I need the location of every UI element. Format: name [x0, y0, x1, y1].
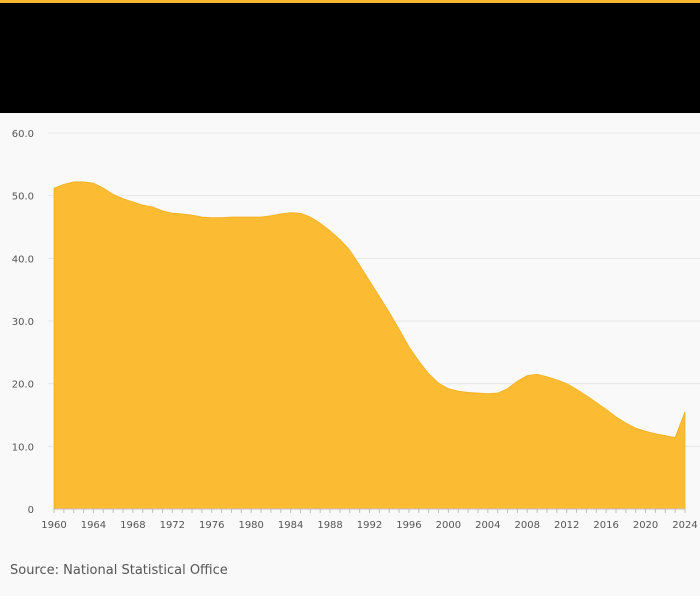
area-chart: 0 10.0 20.0 30.0 40.0 50.0 60.0 1960 1964 1968 197… — [0, 113, 700, 543]
x-tick-label: 1972 — [160, 520, 185, 531]
top-accent-bar — [0, 0, 700, 3]
header-band — [0, 3, 700, 113]
x-tick-label: 1988 — [317, 520, 342, 531]
x-tick-label: 2024 — [672, 520, 697, 531]
x-tick-label: 1992 — [357, 520, 382, 531]
area-series-value — [53, 181, 686, 510]
x-tick-label: 1980 — [238, 520, 263, 531]
x-tick-label: 1964 — [81, 520, 106, 531]
x-tick-label: 1984 — [278, 520, 303, 531]
y-tick-label: 10.0 — [12, 442, 34, 453]
x-tick-label: 2012 — [554, 520, 579, 531]
x-tick-label: 2020 — [633, 520, 658, 531]
x-tick-label: 2008 — [515, 520, 540, 531]
chart-svg: 0 10.0 20.0 30.0 40.0 50.0 60.0 1960 1964 1968 197… — [12, 129, 700, 531]
y-tick-label: 50.0 — [12, 192, 34, 203]
y-tick-label: 20.0 — [12, 380, 34, 391]
x-tick-label: 1996 — [396, 520, 421, 531]
y-tick-label: 60.0 — [12, 129, 34, 140]
y-tick-label: 40.0 — [12, 254, 34, 265]
y-tick-label: 0 — [28, 505, 34, 516]
y-tick-label: 30.0 — [12, 317, 34, 328]
x-tick-label: 1976 — [199, 520, 224, 531]
x-tick-label: 1968 — [120, 520, 145, 531]
x-tick-label: 2000 — [436, 520, 461, 531]
x-tick-label: 2004 — [475, 520, 500, 531]
x-tick-label: 2016 — [593, 520, 618, 531]
x-tick-label: 1960 — [41, 520, 66, 531]
source-note: Source: National Statistical Office — [10, 563, 228, 578]
